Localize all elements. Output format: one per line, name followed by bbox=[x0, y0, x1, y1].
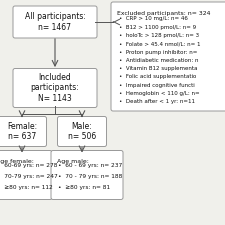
FancyBboxPatch shape bbox=[13, 6, 97, 38]
Text: •  70-79 yrs: n= 247: • 70-79 yrs: n= 247 bbox=[0, 174, 58, 179]
Text: All participants:
n= 1467: All participants: n= 1467 bbox=[25, 12, 86, 32]
Text: •  Impaired cognitive functi: • Impaired cognitive functi bbox=[119, 83, 195, 88]
Text: Included
participants:
N= 1143: Included participants: N= 1143 bbox=[31, 73, 79, 103]
Text: •  Vitamin B12 supplementa: • Vitamin B12 supplementa bbox=[119, 66, 198, 71]
Text: Age female:: Age female: bbox=[0, 158, 34, 164]
FancyBboxPatch shape bbox=[111, 2, 225, 111]
FancyBboxPatch shape bbox=[51, 151, 123, 200]
Text: •  Folic acid supplementatio: • Folic acid supplementatio bbox=[119, 74, 196, 79]
FancyBboxPatch shape bbox=[0, 117, 47, 146]
FancyBboxPatch shape bbox=[58, 117, 106, 146]
Text: •  ≥80 yrs: n= 112: • ≥80 yrs: n= 112 bbox=[0, 185, 53, 190]
Text: •  B12 > 1100 pmol/L: n= 9: • B12 > 1100 pmol/L: n= 9 bbox=[119, 25, 196, 30]
Text: •  Hemoglobin < 110 g/L: n=: • Hemoglobin < 110 g/L: n= bbox=[119, 91, 200, 96]
Text: •  60-69 yrs: n= 278: • 60-69 yrs: n= 278 bbox=[0, 163, 58, 168]
Text: •  holoTc > 128 pmol/L: n= 3: • holoTc > 128 pmol/L: n= 3 bbox=[119, 33, 199, 38]
FancyBboxPatch shape bbox=[13, 68, 97, 108]
Text: •  ≥80 yrs: n= 81: • ≥80 yrs: n= 81 bbox=[58, 185, 110, 190]
Text: •  70 - 79 yrs: n= 188: • 70 - 79 yrs: n= 188 bbox=[58, 174, 122, 179]
Text: Male:
n= 506: Male: n= 506 bbox=[68, 122, 96, 141]
Text: Age male:: Age male: bbox=[57, 158, 89, 164]
Text: •  Death after < 1 yr: n=11: • Death after < 1 yr: n=11 bbox=[119, 99, 195, 104]
Text: •  CRP > 10 mg/L: n= 46: • CRP > 10 mg/L: n= 46 bbox=[119, 16, 188, 21]
Text: •  Folate > 45.4 nmol/L: n= 1: • Folate > 45.4 nmol/L: n= 1 bbox=[119, 41, 200, 46]
Text: •  Antidiabetic medication: n: • Antidiabetic medication: n bbox=[119, 58, 198, 63]
Text: •  Proton pump inhibitor: n=: • Proton pump inhibitor: n= bbox=[119, 50, 197, 54]
FancyBboxPatch shape bbox=[0, 151, 52, 200]
Text: Excluded participants: n= 324: Excluded participants: n= 324 bbox=[117, 11, 210, 16]
Text: Female:
n= 637: Female: n= 637 bbox=[7, 122, 37, 141]
Text: •  60 - 69 yrs: n= 237: • 60 - 69 yrs: n= 237 bbox=[58, 163, 122, 168]
